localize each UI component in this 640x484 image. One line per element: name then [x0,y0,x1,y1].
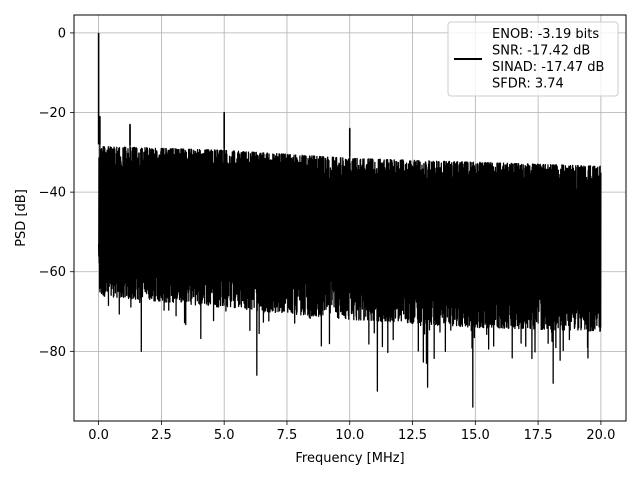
legend-box [447,21,619,97]
legend: ENOB: -3.19 bits SNR: -17.42 dB SINAD: -… [447,21,619,97]
x-tick-label: 10.0 [335,428,364,443]
y-tick-label: 0 [58,26,66,41]
legend-text-sinad: SINAD: -17.47 dB [492,60,604,75]
x-tick-label: 5.0 [214,428,235,443]
y-tick-label: −60 [39,265,66,280]
x-tick-label: 17.5 [524,428,553,443]
x-tick-label: 2.5 [151,428,172,443]
x-tick-label: 0.0 [88,428,109,443]
y-tick-label: −80 [39,345,66,360]
y-axis: 0 −20 −40 −60 −80 [39,26,74,360]
y-tick-label: −40 [39,186,66,201]
legend-text-enob: ENOB: -3.19 bits [492,27,599,42]
psd-series [97,32,602,408]
y-axis-label: PSD [dB] [14,189,29,247]
legend-text-sfdr: SFDR: 3.74 [492,77,564,92]
x-axis: 0.0 2.5 5.0 7.5 10.0 12.5 15.0 17.5 20.0 [88,421,615,443]
x-tick-label: 15.0 [461,428,490,443]
y-tick-label: −20 [39,106,66,121]
legend-text-snr: SNR: -17.42 dB [492,44,590,59]
psd-trace-line [97,111,602,408]
x-tick-label: 12.5 [398,428,427,443]
x-tick-label: 7.5 [277,428,298,443]
x-axis-label: Frequency [MHz] [295,451,404,466]
x-tick-label: 20.0 [586,428,615,443]
